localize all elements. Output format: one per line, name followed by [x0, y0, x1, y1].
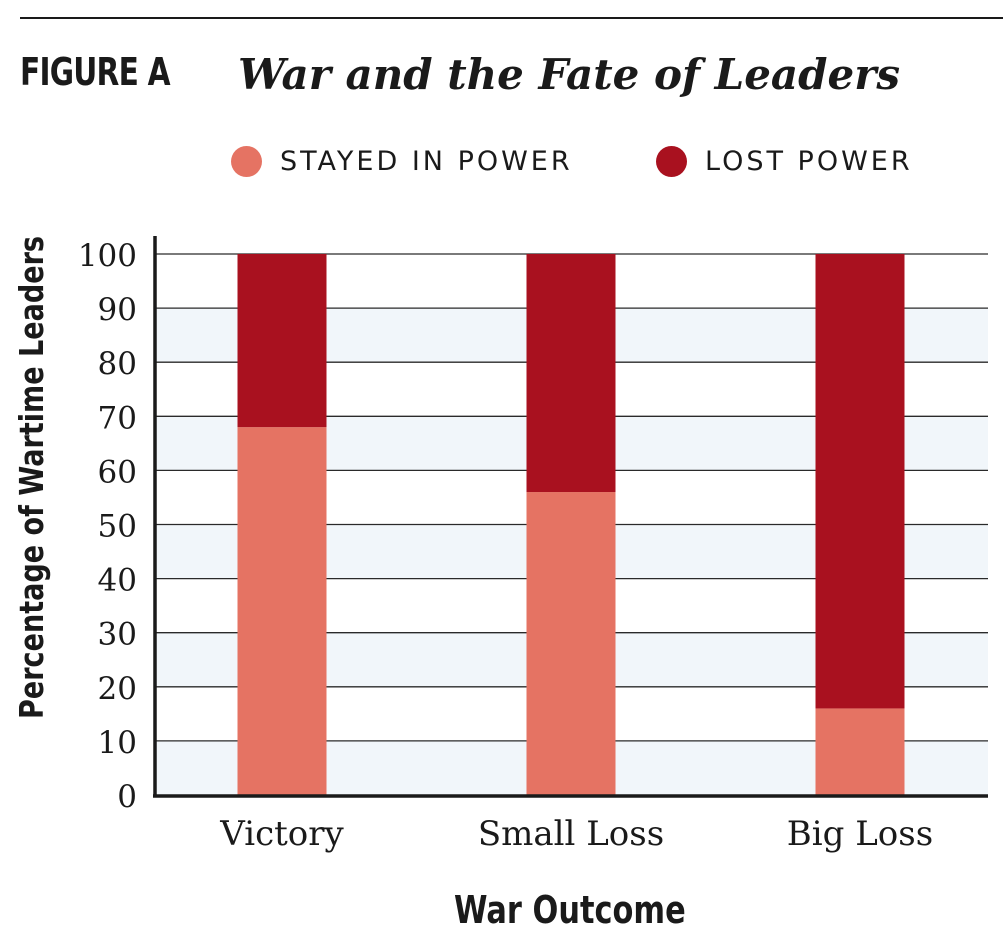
x-tick-label: Small Loss [478, 814, 664, 854]
bar-segment [815, 254, 905, 709]
y-tick-label: 20 [98, 671, 137, 707]
y-tick-label: 70 [98, 400, 137, 436]
x-tick-label: Big Loss [787, 814, 933, 854]
x-axis-title: War Outcome [454, 888, 686, 932]
bar-segment [526, 492, 616, 795]
legend-item-stayed: STAYED IN POWER [231, 146, 573, 177]
y-tick-label: 50 [98, 509, 137, 545]
legend: STAYED IN POWER LOST POWER [0, 146, 1003, 186]
legend-swatch-lost [656, 146, 687, 177]
y-tick-label: 40 [98, 563, 137, 599]
bar-segment [237, 254, 327, 428]
bar-segment [815, 708, 905, 795]
y-tick-label: 0 [117, 779, 137, 815]
y-axis-title: Percentage of Wartime Leaders [12, 235, 51, 719]
legend-label-lost: LOST POWER [705, 146, 913, 177]
figure-label: FIGURE A [20, 50, 171, 94]
legend-label-stayed: STAYED IN POWER [280, 146, 573, 177]
bar-segment [237, 427, 327, 795]
y-tick-label: 30 [98, 617, 137, 653]
legend-swatch-stayed [231, 146, 262, 177]
bar-segment [526, 254, 616, 493]
y-tick-label: 10 [98, 725, 137, 761]
y-tick-label: 100 [78, 238, 137, 274]
top-rule [20, 17, 1003, 19]
y-tick-label: 90 [98, 292, 137, 328]
legend-item-lost: LOST POWER [656, 146, 913, 177]
x-tick-label: Victory [219, 814, 344, 854]
figure-title: War and the Fate of Leaders [238, 50, 901, 99]
y-tick-label: 60 [98, 454, 137, 490]
y-tick-label: 80 [98, 346, 137, 382]
